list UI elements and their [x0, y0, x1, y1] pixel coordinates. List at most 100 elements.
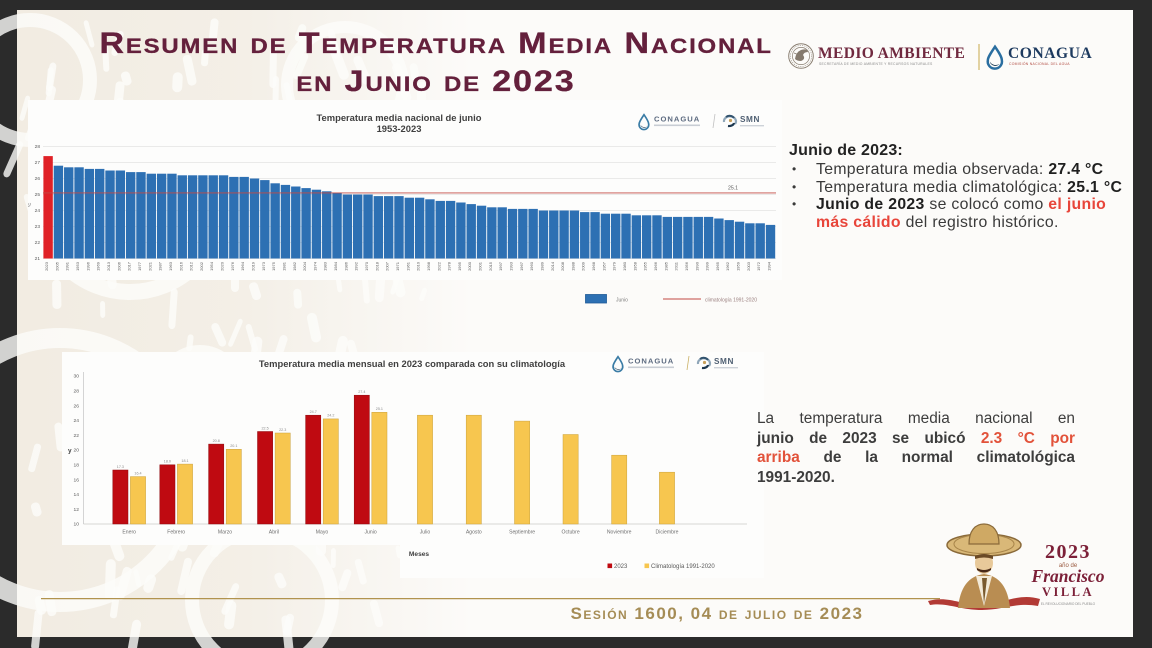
svg-text:2003: 2003	[746, 261, 751, 271]
svg-text:1973: 1973	[261, 261, 266, 271]
svg-text:2005: 2005	[54, 261, 59, 271]
svg-text:Enero: Enero	[122, 530, 136, 536]
svg-text:1969: 1969	[96, 261, 101, 271]
svg-text:1971: 1971	[395, 261, 400, 271]
svg-text:1985: 1985	[663, 261, 668, 271]
svg-text:2014: 2014	[550, 261, 555, 271]
svg-text:y: y	[68, 448, 72, 455]
svg-text:1967: 1967	[519, 261, 524, 271]
svg-text:1966: 1966	[653, 261, 658, 271]
svg-text:27.4: 27.4	[358, 390, 365, 394]
svg-text:2000: 2000	[467, 261, 472, 271]
svg-text:SMN: SMN	[714, 357, 734, 366]
svg-text:CONAGUA: CONAGUA	[628, 357, 674, 366]
svg-text:26: 26	[74, 403, 80, 409]
svg-text:16.4: 16.4	[134, 471, 141, 475]
svg-text:2020: 2020	[220, 261, 225, 271]
svg-text:2019: 2019	[251, 261, 256, 271]
svg-text:26: 26	[35, 176, 41, 182]
svg-text:1982: 1982	[292, 261, 297, 271]
svg-text:Agosto: Agosto	[466, 530, 482, 536]
svg-text:10: 10	[74, 522, 80, 528]
svg-text:1993: 1993	[509, 261, 514, 271]
svg-text:12: 12	[74, 507, 80, 513]
svg-text:1976: 1976	[230, 261, 235, 271]
svg-text:2002: 2002	[199, 261, 204, 271]
svg-text:22: 22	[74, 433, 80, 439]
svg-text:20.1: 20.1	[230, 444, 237, 448]
svg-text:2016: 2016	[178, 261, 183, 271]
svg-text:2023: 2023	[44, 261, 49, 271]
svg-text:2018: 2018	[374, 261, 379, 271]
svg-text:20.8: 20.8	[213, 439, 220, 443]
svg-text:SMN: SMN	[740, 115, 760, 124]
svg-text:Marzo: Marzo	[218, 530, 232, 536]
svg-text:28: 28	[35, 144, 41, 150]
svg-text:25.1: 25.1	[376, 407, 383, 411]
svg-text:1979: 1979	[612, 261, 617, 271]
svg-text:27: 27	[35, 160, 41, 166]
svg-text:1990: 1990	[694, 261, 699, 271]
svg-text:24.7: 24.7	[310, 410, 317, 414]
svg-text:22.3: 22.3	[279, 428, 286, 432]
svg-text:1992: 1992	[354, 261, 359, 271]
svg-text:1955: 1955	[643, 261, 648, 271]
svg-text:22: 22	[35, 240, 41, 246]
svg-text:24: 24	[35, 208, 41, 214]
svg-text:Junio: Junio	[365, 530, 377, 536]
svg-text:1997: 1997	[498, 261, 503, 271]
svg-text:2004: 2004	[302, 261, 307, 271]
svg-text:1994: 1994	[767, 261, 772, 271]
svg-text:Climatología 1991-2020: Climatología 1991-2020	[651, 564, 715, 570]
svg-text:1988: 1988	[570, 261, 575, 271]
svg-text:1959: 1959	[736, 261, 741, 271]
svg-text:2015: 2015	[488, 261, 493, 271]
svg-text:24: 24	[74, 418, 80, 424]
svg-text:Mayo: Mayo	[316, 530, 329, 536]
svg-text:1989: 1989	[539, 261, 544, 271]
svg-text:1996: 1996	[85, 261, 90, 271]
svg-text:2013: 2013	[106, 261, 111, 271]
svg-text:1962: 1962	[725, 261, 730, 271]
svg-text:28: 28	[74, 389, 80, 395]
svg-text:25.1: 25.1	[728, 186, 738, 192]
svg-text:1958: 1958	[632, 261, 637, 271]
svg-text:1975: 1975	[271, 261, 276, 271]
svg-text:14: 14	[74, 492, 80, 498]
svg-text:Julio: Julio	[420, 530, 431, 536]
svg-text:2001: 2001	[478, 261, 483, 271]
svg-text:1972: 1972	[756, 261, 761, 271]
svg-text:1980: 1980	[622, 261, 627, 271]
svg-text:1974: 1974	[312, 261, 317, 271]
svg-text:2017: 2017	[127, 261, 132, 271]
svg-text:2022: 2022	[436, 261, 441, 271]
svg-text:1953: 1953	[75, 261, 80, 271]
svg-text:2011: 2011	[674, 261, 679, 270]
svg-text:17.3: 17.3	[117, 465, 124, 469]
svg-text:2021: 2021	[147, 261, 152, 271]
svg-text:Diciembre: Diciembre	[656, 530, 679, 536]
svg-text:Temperatura media nacional de: Temperatura media nacional de junio	[317, 112, 482, 123]
svg-text:2007: 2007	[385, 261, 390, 271]
svg-text:16: 16	[74, 477, 80, 483]
svg-text:2009: 2009	[581, 261, 586, 271]
svg-text:1987: 1987	[158, 261, 163, 271]
svg-text:1968: 1968	[591, 261, 596, 271]
svg-text:1964: 1964	[240, 261, 245, 271]
svg-text:2023: 2023	[614, 564, 628, 570]
svg-text:climatología 1991-2020: climatología 1991-2020	[705, 298, 757, 304]
svg-text:24.2: 24.2	[327, 414, 334, 418]
svg-text:1977: 1977	[137, 261, 142, 271]
svg-text:1953-2023: 1953-2023	[377, 123, 422, 134]
svg-text:2012: 2012	[189, 261, 194, 271]
svg-text:Junio: Junio	[616, 298, 628, 304]
svg-text:2006: 2006	[116, 261, 121, 271]
svg-text:Meses: Meses	[409, 551, 429, 558]
svg-text:23: 23	[35, 224, 41, 230]
svg-text:1970: 1970	[364, 261, 369, 271]
svg-text:25: 25	[35, 192, 41, 198]
svg-text:1963: 1963	[168, 261, 173, 271]
svg-text:2010: 2010	[416, 261, 421, 271]
svg-text:1983: 1983	[323, 261, 328, 271]
svg-text:Octubre: Octubre	[562, 530, 580, 536]
